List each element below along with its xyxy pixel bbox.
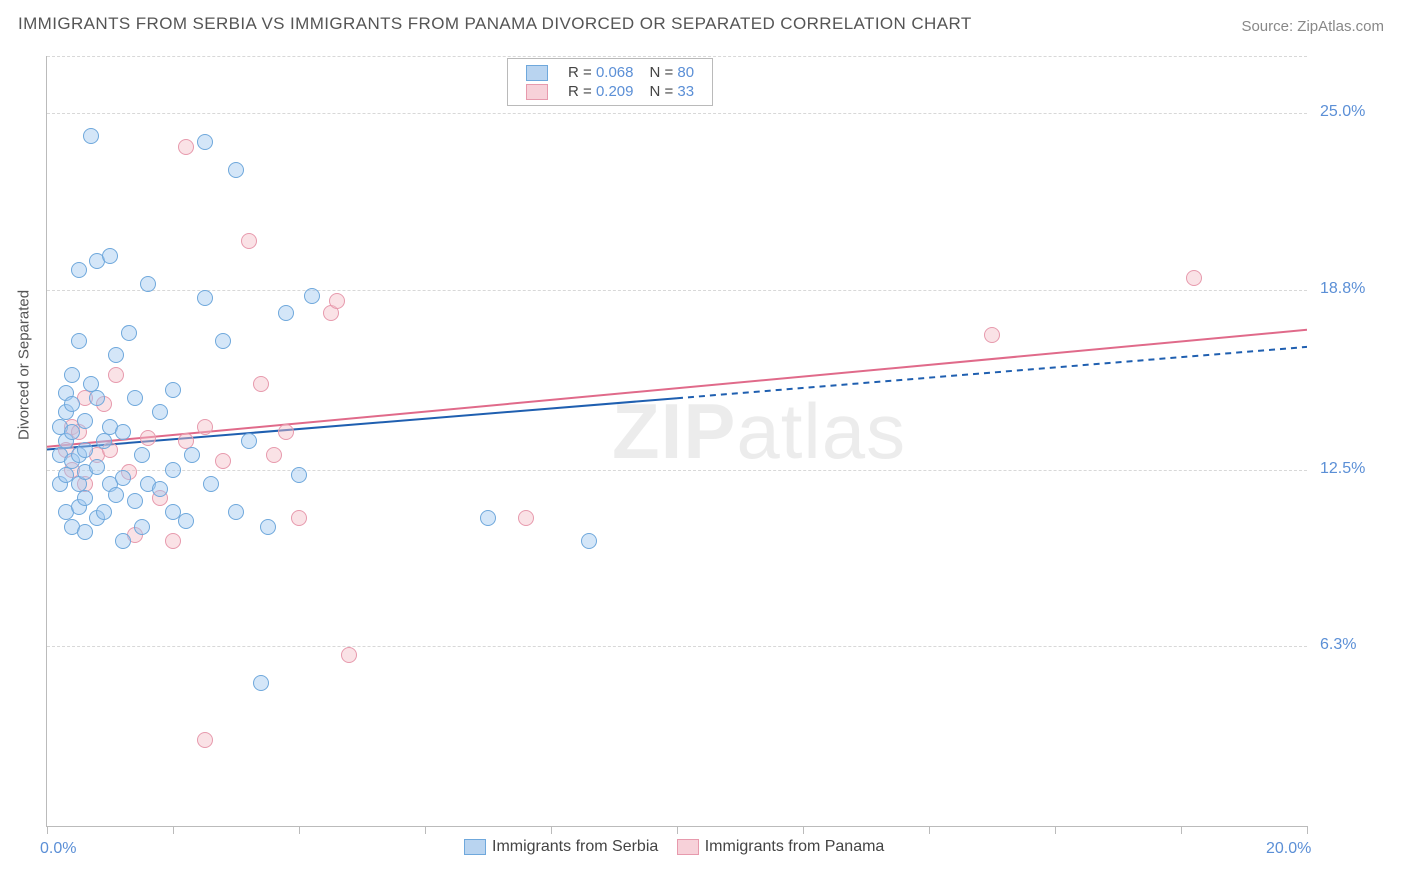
data-point	[71, 333, 87, 349]
data-point	[278, 305, 294, 321]
data-point	[480, 510, 496, 526]
x-tick	[425, 826, 426, 834]
data-point	[581, 533, 597, 549]
data-point	[77, 413, 93, 429]
data-point	[228, 504, 244, 520]
gridline	[47, 113, 1307, 114]
data-point	[197, 732, 213, 748]
data-point	[152, 404, 168, 420]
data-point	[266, 447, 282, 463]
data-point	[64, 367, 80, 383]
x-tick	[1055, 826, 1056, 834]
stats-row-panama: R = 0.209 N = 33	[518, 82, 702, 101]
data-point	[64, 396, 80, 412]
swatch-serbia-icon	[464, 839, 486, 855]
x-tick	[173, 826, 174, 834]
data-point	[134, 447, 150, 463]
data-point	[83, 128, 99, 144]
data-point	[291, 510, 307, 526]
data-point	[253, 376, 269, 392]
data-point	[291, 467, 307, 483]
x-axis-min-label: 0.0%	[40, 840, 76, 858]
data-point	[165, 462, 181, 478]
data-point	[329, 293, 345, 309]
data-point	[253, 675, 269, 691]
data-point	[341, 647, 357, 663]
data-point	[1186, 270, 1202, 286]
data-point	[184, 447, 200, 463]
x-tick	[929, 826, 930, 834]
data-point	[96, 433, 112, 449]
data-point	[77, 524, 93, 540]
data-point	[140, 430, 156, 446]
data-point	[241, 433, 257, 449]
data-point	[115, 533, 131, 549]
data-point	[108, 487, 124, 503]
data-point	[197, 290, 213, 306]
gridline	[47, 470, 1307, 471]
data-point	[108, 347, 124, 363]
x-tick	[1307, 826, 1308, 834]
data-point	[140, 276, 156, 292]
data-point	[77, 442, 93, 458]
data-point	[178, 139, 194, 155]
data-point	[215, 453, 231, 469]
data-point	[121, 325, 137, 341]
y-tick-label: 25.0%	[1320, 103, 1365, 121]
x-tick	[803, 826, 804, 834]
x-tick	[299, 826, 300, 834]
gridline	[47, 290, 1307, 291]
x-tick	[551, 826, 552, 834]
y-tick-label: 6.3%	[1320, 636, 1356, 654]
stats-legend: R = 0.068 N = 80 R = 0.209 N = 33	[507, 58, 713, 106]
x-axis-max-label: 20.0%	[1266, 840, 1311, 858]
data-point	[108, 367, 124, 383]
source-label: Source: ZipAtlas.com	[1241, 18, 1384, 35]
gridline	[47, 646, 1307, 647]
data-point	[197, 134, 213, 150]
swatch-panama-icon	[677, 839, 699, 855]
data-point	[134, 519, 150, 535]
data-point	[89, 459, 105, 475]
x-tick	[677, 826, 678, 834]
x-tick	[1181, 826, 1182, 834]
data-point	[278, 424, 294, 440]
y-axis-label: Divorced or Separated	[16, 290, 33, 440]
data-point	[518, 510, 534, 526]
data-point	[197, 419, 213, 435]
data-point	[115, 424, 131, 440]
data-point	[304, 288, 320, 304]
stats-row-serbia: R = 0.068 N = 80	[518, 63, 702, 82]
watermark: ZIPatlas	[612, 386, 906, 477]
series-b-label: Immigrants from Panama	[705, 838, 885, 855]
data-point	[178, 513, 194, 529]
data-point	[77, 490, 93, 506]
x-tick	[47, 826, 48, 834]
y-tick-label: 12.5%	[1320, 460, 1365, 478]
data-point	[260, 519, 276, 535]
swatch-panama	[526, 84, 548, 100]
data-point	[127, 390, 143, 406]
data-point	[102, 248, 118, 264]
data-point	[115, 470, 131, 486]
data-point	[71, 262, 87, 278]
data-point	[228, 162, 244, 178]
scatter-plot: ZIPatlas R = 0.068 N = 80 R = 0.209 N = …	[46, 56, 1307, 827]
series-a-label: Immigrants from Serbia	[492, 838, 658, 855]
data-point	[127, 493, 143, 509]
chart-title: IMMIGRANTS FROM SERBIA VS IMMIGRANTS FRO…	[18, 14, 972, 34]
data-point	[241, 233, 257, 249]
swatch-serbia	[526, 65, 548, 81]
series-legend: Immigrants from Serbia Immigrants from P…	[450, 838, 884, 856]
data-point	[165, 533, 181, 549]
data-point	[203, 476, 219, 492]
data-point	[96, 504, 112, 520]
data-point	[165, 382, 181, 398]
y-tick-label: 18.8%	[1320, 280, 1365, 298]
data-point	[215, 333, 231, 349]
data-point	[984, 327, 1000, 343]
gridline	[47, 56, 1307, 57]
